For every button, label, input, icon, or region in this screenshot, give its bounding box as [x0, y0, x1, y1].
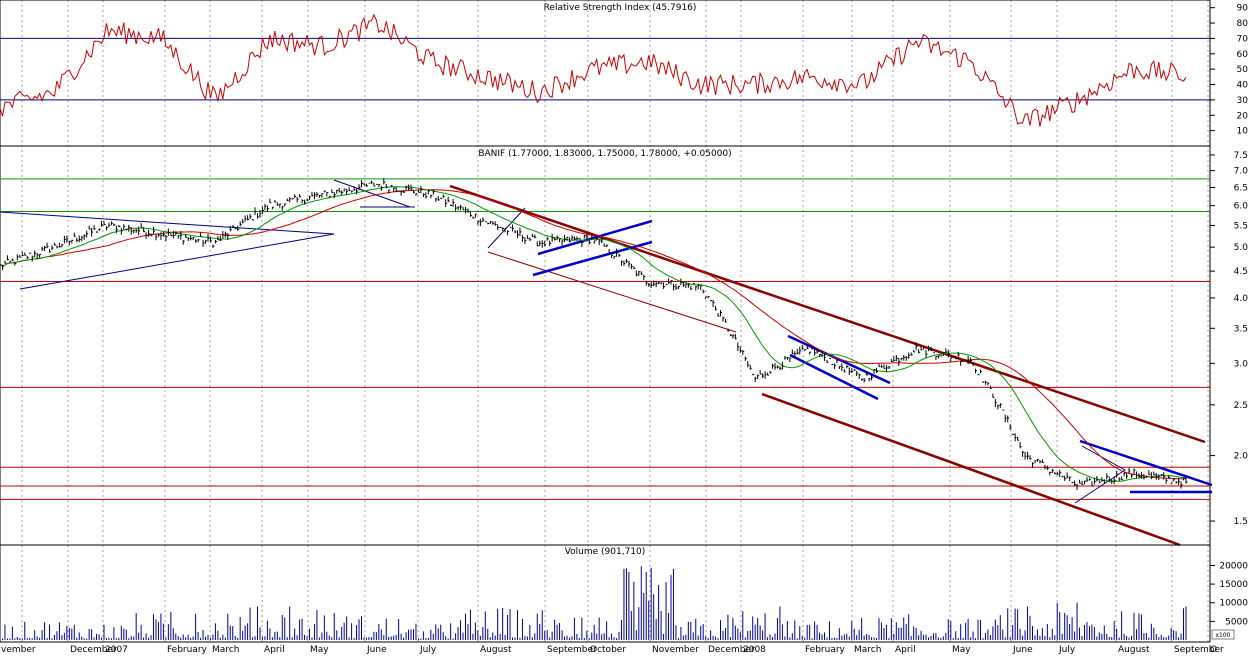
volume-tick-label: 10000: [1219, 599, 1248, 609]
price-axis: 1.5 2.0 2.5 3.0 3.5 4.0 4.5 5.0 5.5 6.0 6.5 7.0 7.5: [1210, 151, 1248, 527]
price-tick-label: 4.5: [1234, 267, 1248, 277]
month-label: O: [1210, 645, 1217, 655]
price-title: BANIF (1.77000, 1.83000, 1.75000, 1.7800…: [478, 149, 731, 159]
trend-triangle-thin-2: [1081, 445, 1126, 471]
month-label: September: [1174, 645, 1224, 655]
moving-average-slow: [0, 189, 1187, 480]
month-label: August: [1118, 645, 1150, 655]
price-bars: [0, 178, 1188, 490]
rsi-tick-label: 50: [1237, 65, 1249, 75]
trend-blue-2: [149, 221, 335, 235]
month-label: July: [1058, 645, 1076, 655]
rsi-tick-label: 20: [1237, 111, 1249, 121]
price-tick-label: 5.0: [1234, 243, 1249, 253]
month-label: November: [652, 645, 699, 655]
month-label: 2007: [105, 645, 128, 655]
trend-resistance-main: [449, 184, 1206, 444]
volume-tick-label: 20000: [1219, 561, 1248, 571]
month-label: 2008: [743, 645, 766, 655]
price-panel: BANIF (1.77000, 1.83000, 1.75000, 1.7800…: [0, 145, 1248, 547]
price-tick-label: 4.0: [1234, 294, 1249, 304]
volume-tick-label: 5000: [1225, 617, 1248, 627]
rsi-panel-border: [0, 0, 1211, 147]
volume-bars: [0, 566, 1187, 640]
trend-blue-channel-top: [537, 219, 653, 256]
month-label: August: [480, 645, 512, 655]
month-label: April: [264, 645, 285, 655]
month-label: September: [547, 645, 597, 655]
rsi-panel: Relative Strength Index (45.7916) 10 20 30…: [0, 0, 1248, 147]
rsi-line: [0, 13, 1187, 127]
trend-channel-thin: [487, 251, 737, 333]
volume-title: Volume (901,710): [565, 547, 646, 557]
month-label: April: [895, 645, 916, 655]
volume-tick-label: 15000: [1219, 580, 1248, 590]
price-tick-label: 1.5: [1234, 517, 1248, 527]
price-tick-label: 6.5: [1234, 183, 1248, 193]
rsi-tick-label: 80: [1237, 19, 1249, 29]
rsi-title: Relative Strength Index (45.7916): [544, 3, 697, 13]
vertical-grid: [21, 0, 1209, 642]
trend-blue-channel-bottom: [532, 240, 653, 277]
trend-triangle-top: [1079, 439, 1213, 487]
price-tick-label: 5.5: [1234, 221, 1248, 231]
month-label: June: [1012, 645, 1033, 655]
month-label: March: [854, 645, 881, 655]
trend-flag-top: [787, 334, 891, 385]
price-tick-label: 2.5: [1234, 401, 1248, 411]
month-label: May: [952, 645, 971, 655]
month-label: December: [708, 645, 755, 655]
trend-triangle-thin: [1074, 469, 1126, 504]
month-label: December: [70, 645, 117, 655]
rsi-tick-label: 30: [1237, 96, 1249, 106]
volume-scale-label: x100: [1215, 632, 1230, 639]
price-tick-label: 6.0: [1234, 202, 1249, 212]
trend-blue-4: [333, 179, 411, 208]
month-label: October: [590, 645, 626, 655]
rsi-tick-label: 10: [1237, 127, 1249, 137]
volume-scale-box: [1211, 629, 1235, 640]
volume-panel-border: [0, 544, 1211, 643]
price-tick-label: 3.0: [1234, 359, 1249, 369]
rsi-axis: 10 20 30 40 50 60 70 80 90: [1210, 4, 1248, 137]
trend-flag-bottom: [789, 353, 879, 401]
price-panel-border: [0, 145, 1211, 546]
trend-blue-3: [19, 233, 335, 290]
trend-support-main: [761, 392, 1181, 547]
month-label: May: [310, 645, 329, 655]
volume-panel: Volume (901,710) 5000 10000 15000 20000 x10…: [0, 544, 1248, 643]
trend-lines: [0, 179, 1213, 547]
rsi-tick-label: 60: [1237, 50, 1249, 60]
price-tick-label: 3.5: [1234, 324, 1248, 334]
price-tick-label: 7.5: [1234, 151, 1248, 161]
price-tick-label: 2.0: [1234, 452, 1249, 462]
month-label: vember: [1, 645, 36, 655]
rsi-tick-label: 40: [1237, 81, 1249, 91]
month-label: February: [805, 645, 846, 655]
month-label: June: [366, 645, 387, 655]
rsi-levels: [0, 37, 1210, 101]
month-label: March: [212, 645, 239, 655]
month-label: February: [167, 645, 208, 655]
price-tick-label: 7.0: [1234, 167, 1249, 177]
moving-average-fast: [0, 186, 1187, 482]
volume-axis: 5000 10000 15000 20000: [1210, 561, 1248, 627]
rsi-tick-label: 90: [1237, 4, 1249, 14]
rsi-tick-label: 70: [1237, 34, 1249, 44]
support-resistance-lines: [0, 178, 1210, 500]
trend-blue-1: [0, 211, 151, 223]
month-label: July: [419, 645, 437, 655]
